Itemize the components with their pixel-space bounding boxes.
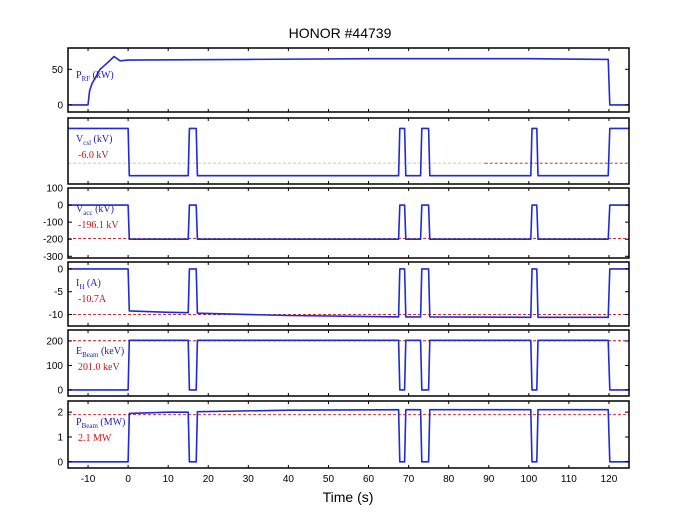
x-tick-label-6: 50 bbox=[323, 474, 335, 485]
x-axis-label: Time (s) bbox=[323, 489, 374, 505]
x-tick-label-0: -10 bbox=[81, 474, 96, 485]
y-tick-label-prf-1: 50 bbox=[52, 65, 64, 76]
panel-label-pbeam: PBeam (MW) bbox=[76, 417, 125, 430]
y-tick-label-ebeam-2: 0 bbox=[57, 385, 63, 396]
panel-label-ih: IH (A) bbox=[76, 278, 101, 291]
panel-value-pbeam: 2.1 MW bbox=[78, 433, 112, 444]
y-tick-label-vacc-0: 100 bbox=[46, 184, 63, 195]
series-line-prf bbox=[68, 55, 629, 106]
x-tick-label-3: 20 bbox=[203, 474, 215, 485]
panel-label-sub-pbeam: Beam bbox=[82, 422, 99, 430]
panel-label-sub-ih: H bbox=[79, 283, 84, 291]
x-axis: -10 0 10 20 30 40 50 60 70 80 90 100 110 120 bbox=[81, 474, 618, 485]
series-line-vacc bbox=[68, 204, 629, 240]
panel-vcsl: Vcsl (kV) -6.0 kV bbox=[67, 117, 630, 185]
panel-label-vcsl: Vcsl (kV) bbox=[76, 134, 112, 147]
panel-value-vcsl: -6.0 kV bbox=[78, 150, 109, 161]
x-tick-label-13: 120 bbox=[601, 474, 618, 485]
panel-label-unit-pbeam: (MW) bbox=[98, 417, 126, 428]
panel-label-main-vcsl: V bbox=[76, 134, 84, 145]
x-tick-label-4: 30 bbox=[243, 474, 255, 485]
x-tick-label-1: 0 bbox=[125, 474, 131, 485]
panel-label-unit-ebeam: (keV) bbox=[98, 346, 124, 357]
panel-label-main-prf: P bbox=[76, 70, 82, 81]
panel-label-sub-ebeam: Beam bbox=[82, 351, 99, 359]
panel-label-unit-prf: (kW) bbox=[90, 70, 114, 81]
x-tick-label-12: 110 bbox=[561, 474, 577, 485]
panel-label-ebeam: EBeam (keV) bbox=[76, 346, 124, 359]
panel-label-sub-vacc: acc bbox=[83, 209, 92, 217]
panel-frame-pbeam bbox=[67, 400, 630, 469]
y-tick-label-vacc-3: -200 bbox=[43, 235, 63, 246]
x-tick-label-11: 100 bbox=[520, 474, 537, 485]
panel-ih: 0 -5 -10 IH (A) -10.7A bbox=[49, 261, 630, 327]
x-tick-label-9: 80 bbox=[443, 474, 455, 485]
x-tick-label-5: 40 bbox=[283, 474, 295, 485]
panel-ebeam: 200 100 0 EBeam (keV) 201.0 keV bbox=[46, 329, 630, 397]
panel-label-unit-ih: (A) bbox=[84, 278, 100, 289]
y-tick-label-vacc-2: -100 bbox=[43, 218, 63, 229]
chart-title: HONOR #44739 bbox=[289, 25, 392, 41]
x-tick-label-10: 90 bbox=[483, 474, 495, 485]
panel-label-main-pbeam: P bbox=[76, 417, 82, 428]
panel-label-vacc: Vacc (kV) bbox=[76, 204, 114, 217]
series-line-ebeam bbox=[68, 339, 629, 391]
panel-stack: 050 PRF (kW)Vcsl (kV)-6.0 kV1000-100-200-… bbox=[43, 47, 630, 469]
panel-label-sub-vcsl: csl bbox=[83, 139, 91, 147]
x-tick-label-7: 60 bbox=[363, 474, 375, 485]
series-line-ih bbox=[68, 268, 629, 319]
panel-label-sub-prf: RF bbox=[82, 75, 91, 83]
panel-value-ih: -10.7A bbox=[78, 294, 107, 305]
panel-pbeam: 2 1 0 PBeam (MW) 2.1 MW bbox=[57, 400, 630, 469]
panel-label-main-vacc: V bbox=[76, 204, 84, 215]
y-tick-label-ih-1: -5 bbox=[54, 287, 63, 298]
series-line-vcsl bbox=[68, 127, 629, 177]
x-tick-label-2: 10 bbox=[163, 474, 175, 485]
panel-value-vacc: -196.1 kV bbox=[78, 220, 119, 231]
panel-frame-ih bbox=[67, 261, 630, 327]
panel-frame-vacc bbox=[67, 187, 630, 259]
y-tick-label-ebeam-1: 100 bbox=[46, 361, 63, 372]
y-tick-label-pbeam-2: 0 bbox=[57, 457, 63, 468]
y-tick-label-ih-2: -10 bbox=[49, 310, 64, 321]
panel-label-unit-vcsl: (kV) bbox=[91, 134, 112, 145]
y-tick-label-pbeam-1: 1 bbox=[57, 432, 63, 443]
panel-label-main-ih: I bbox=[76, 278, 79, 289]
panel-frame-ebeam bbox=[67, 329, 630, 397]
y-tick-label-pbeam-0: 2 bbox=[57, 408, 63, 419]
y-tick-label-prf-0: 0 bbox=[57, 100, 63, 111]
y-tick-label-ebeam-0: 200 bbox=[46, 337, 63, 348]
panel-frame-prf bbox=[67, 47, 630, 113]
y-tick-label-ih-0: 0 bbox=[57, 264, 63, 275]
panel-label-prf: PRF (kW) bbox=[76, 70, 114, 83]
panel-prf: 0 50 PRF (kW) bbox=[52, 47, 630, 113]
series-line-pbeam bbox=[68, 408, 629, 463]
panel-label-main-ebeam: E bbox=[76, 346, 82, 357]
panel-vacc: 100 0 -100 -200 -300 Vacc (kV) -196.1 kV bbox=[43, 184, 630, 263]
y-tick-label-vacc-1: 0 bbox=[57, 201, 63, 212]
panel-value-ebeam: 201.0 keV bbox=[78, 362, 120, 373]
panel-label-unit-vacc: (kV) bbox=[93, 204, 114, 215]
x-tick-label-8: 70 bbox=[403, 474, 415, 485]
y-tick-label-vacc-4: -300 bbox=[43, 252, 63, 263]
panel-frame-vcsl bbox=[67, 117, 630, 185]
